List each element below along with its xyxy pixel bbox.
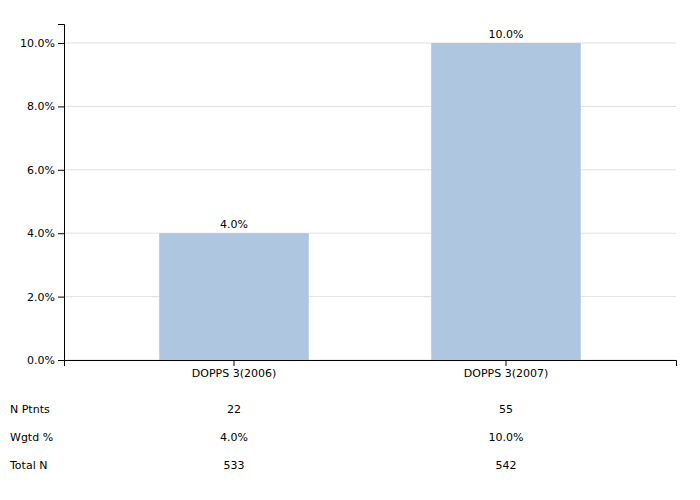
axis-line (65, 361, 677, 367)
tick: DOPPS 3(2006) (192, 360, 276, 380)
y-axis: 0.0% 2.0% 4.0% 6.0% 8.0% 10.0% (20, 25, 64, 368)
table-cell: 4.0% (220, 431, 248, 444)
table-row-label: Total N (9, 459, 47, 472)
tick-mark (58, 170, 64, 171)
tick: 2.0% (27, 291, 64, 304)
tick-mark (58, 360, 64, 361)
grid-line (64, 106, 676, 107)
table-cell: 55 (499, 403, 513, 416)
table-cell: 542 (496, 459, 517, 472)
tick: DOPPS 3(2007) (464, 360, 548, 380)
grid-line (64, 43, 676, 44)
table-cell: 22 (227, 403, 241, 416)
plot: 0.0%2.0%4.0%6.0%8.0%10.0%DOPPS 3(2006)DO… (20, 25, 676, 380)
tick-mark (58, 233, 64, 234)
tick-label: 4.0% (27, 227, 55, 240)
data-label: 10.0% (489, 28, 524, 41)
tick-label: DOPPS 3(2006) (192, 367, 276, 380)
tick-label: 10.0% (20, 37, 55, 50)
data-labels: 4.0% 10.0% (220, 28, 523, 231)
tick-label: 8.0% (27, 100, 55, 113)
x-axis: DOPPS 3(2006) DOPPS 3(2007) (65, 360, 677, 380)
table: N Ptnts 22 55 Wgtd % 4.0% 10.0% Total N 533 542 (9, 403, 523, 472)
tick-mark (58, 297, 64, 298)
table-cell: 10.0% (489, 431, 524, 444)
tick-label: 2.0% (27, 291, 55, 304)
table-cell: 533 (224, 459, 245, 472)
tick: 4.0% (27, 227, 64, 240)
tick: 8.0% (27, 100, 64, 113)
bars (159, 43, 581, 360)
bar (431, 43, 581, 360)
table-row-label: N Ptnts (10, 403, 50, 416)
axis-line (58, 25, 65, 361)
tick-label: 0.0% (27, 354, 55, 367)
table-row-label: Wgtd % (10, 431, 53, 444)
tick-label: 6.0% (27, 164, 55, 177)
grid (64, 43, 676, 360)
grid-line (64, 169, 676, 170)
tick-mark (58, 106, 64, 107)
tick: 6.0% (27, 164, 64, 177)
tick-mark (58, 43, 64, 44)
data-label: 4.0% (220, 218, 248, 231)
tick-mark (506, 360, 507, 366)
bar (159, 233, 309, 360)
tick: 0.0% (27, 354, 64, 367)
tick-mark (234, 360, 235, 366)
grid-line (64, 233, 676, 234)
tick: 10.0% (20, 37, 64, 50)
tick-label: DOPPS 3(2007) (464, 367, 548, 380)
chart: 0.0%2.0%4.0%6.0%8.0%10.0%DOPPS 3(2006)DO… (0, 0, 700, 500)
grid-line (64, 296, 676, 297)
